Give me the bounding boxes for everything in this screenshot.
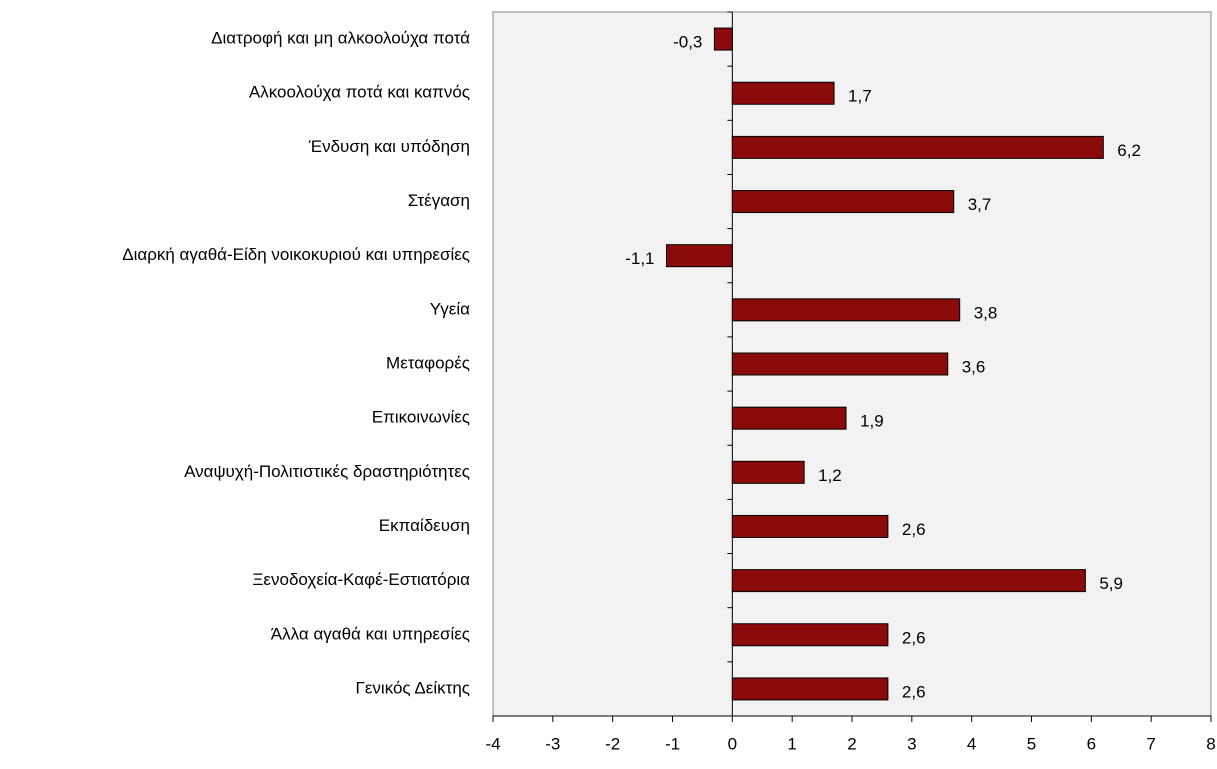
bar [713,27,733,51]
bar [731,352,949,376]
x-tick-label: -1 [665,734,680,753]
bar [731,623,889,647]
value-label: 1,7 [848,87,872,106]
x-tick-label: 6 [1087,734,1096,753]
value-label: 3,6 [962,357,986,376]
x-tick-label: -2 [605,734,620,753]
value-label: 1,2 [818,466,842,485]
y-tick-label: Διαρκή αγαθά-Είδη νοικοκυριού και υπηρεσ… [122,245,470,264]
bar [731,460,805,484]
y-tick-label: Αναψυχή-Πολιτιστικές δραστηριότητες [184,462,470,481]
bar [731,135,1104,159]
value-label: 1,9 [860,412,884,431]
x-tick-label: 4 [967,734,976,753]
value-label: 2,6 [902,682,926,701]
bar [731,677,889,701]
value-label: 5,9 [1099,574,1123,593]
bar [731,569,1086,593]
value-label: -0,3 [673,33,702,52]
bar [666,244,733,268]
x-tick-label: 3 [907,734,916,753]
x-tick-label: 1 [787,734,796,753]
x-tick-label: -3 [545,734,560,753]
x-tick-label: -4 [485,734,500,753]
bar [731,298,961,322]
value-label: -1,1 [625,249,654,268]
y-tick-label: Υγεία [430,299,470,318]
bar [731,514,889,538]
bar [731,190,955,214]
x-tick-label: 2 [847,734,856,753]
x-tick-label: 8 [1206,734,1215,753]
value-label: 6,2 [1117,141,1141,160]
bar [731,406,847,430]
x-tick-label: 5 [1027,734,1036,753]
y-tick-label: Άλλα αγαθά και υπηρεσίες [271,624,470,643]
value-label: 3,7 [968,195,992,214]
value-label: 3,8 [974,303,998,322]
y-tick-label: Στέγαση [408,191,470,210]
y-tick-label: Γενικός Δείκτης [355,678,470,697]
y-tick-label: Επικοινωνίες [372,408,470,427]
y-tick-label: Διατροφή και μη αλκοολούχα ποτά [211,29,470,48]
y-tick-label: Ένδυση και υπόδηση [308,137,470,156]
value-label: 2,6 [902,520,926,539]
x-tick-label: 0 [728,734,737,753]
y-tick-label: Μεταφορές [386,353,470,372]
y-tick-label: Εκπαίδευση [379,516,470,535]
bar [731,81,835,105]
y-tick-label: Αλκοολούχα ποτά και καπνός [249,83,470,102]
y-tick-label: Ξενοδοχεία-Καφέ-Εστιατόρια [252,570,470,589]
x-tick-label: 7 [1146,734,1155,753]
value-label: 2,6 [902,628,926,647]
